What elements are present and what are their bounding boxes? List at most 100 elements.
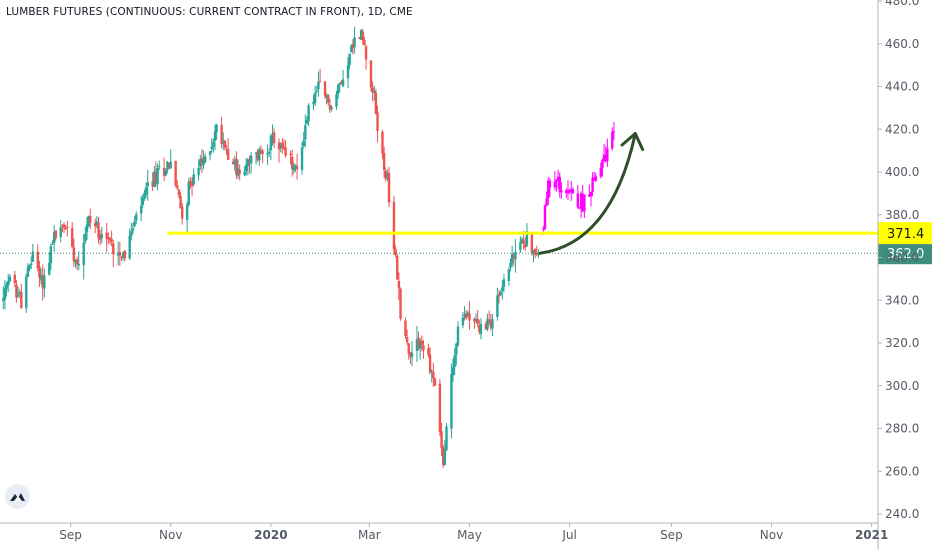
candle-body: [363, 40, 366, 45]
candle-body: [13, 274, 16, 284]
candle-body: [433, 378, 437, 386]
candle-body: [317, 81, 320, 90]
projection-body: [606, 148, 609, 162]
candle-body: [384, 171, 387, 180]
candle-body: [307, 105, 310, 122]
candle-body: [371, 87, 374, 93]
candle-body: [279, 144, 282, 149]
candle-body: [410, 352, 414, 358]
candle-body: [236, 168, 240, 176]
candle-body: [315, 90, 319, 92]
candle-body: [341, 79, 345, 87]
candle-body: [302, 140, 305, 146]
candle-body: [522, 240, 525, 244]
candle-body: [26, 267, 30, 277]
candle-body: [189, 181, 192, 185]
projection-body: [576, 193, 580, 208]
candle-body: [417, 338, 420, 348]
candle-body: [133, 221, 136, 227]
candle-body: [440, 431, 443, 449]
y-tick-label: 360.0: [885, 251, 919, 265]
candle-body: [478, 325, 481, 332]
projection-body: [589, 192, 593, 197]
candle-body: [290, 156, 294, 169]
candle-body: [38, 266, 41, 278]
candle-body: [486, 318, 489, 330]
candle-body: [108, 237, 112, 241]
candle-body: [396, 255, 399, 280]
projection-body: [547, 180, 550, 199]
y-tick-label: 300.0: [885, 379, 919, 393]
candle-body: [476, 319, 479, 324]
candle-body: [64, 228, 67, 230]
x-tick-label: Mar: [358, 528, 381, 542]
candle-body: [222, 142, 225, 144]
candle-body: [399, 288, 402, 319]
candle-body: [305, 119, 309, 124]
candle-body: [497, 294, 501, 297]
candle-body: [532, 250, 535, 255]
y-tick-label: 240.0: [885, 507, 919, 521]
candle-body: [128, 236, 131, 259]
x-tick-label: Nov: [760, 528, 783, 542]
time-axis[interactable]: Sep Nov 2020 Mar May Jul Sep Nov 2021: [0, 522, 888, 542]
candle-body: [75, 259, 79, 265]
candle-body: [89, 215, 92, 223]
candle-body: [294, 164, 297, 167]
tradingview-logo-icon[interactable]: [5, 484, 30, 509]
candle-body: [121, 252, 125, 258]
candle-body: [177, 189, 181, 196]
candle-body: [107, 237, 110, 240]
candle-body: [31, 251, 35, 262]
candle-body: [387, 172, 391, 203]
candle-body: [284, 147, 287, 156]
x-tick-label: May: [457, 528, 482, 542]
projection-body: [556, 176, 560, 180]
arrow-head: [620, 132, 645, 151]
candle-body: [87, 215, 90, 227]
candle-body: [66, 226, 69, 228]
candle-body: [489, 320, 493, 328]
candle-body: [220, 125, 223, 144]
candle-body: [208, 151, 212, 155]
candle-body: [445, 426, 448, 451]
projection-candles: [542, 121, 616, 236]
projection-body: [601, 159, 604, 168]
candle-body: [43, 275, 46, 289]
candle-body: [520, 238, 524, 244]
candle-body: [84, 233, 87, 242]
candle-body: [52, 231, 56, 244]
candle-body: [491, 318, 494, 329]
candle-body: [336, 84, 340, 94]
candle-body: [282, 146, 286, 149]
candle-body: [169, 161, 172, 169]
candle-body: [266, 152, 269, 155]
candle-body: [382, 153, 386, 170]
projection-body: [594, 176, 598, 181]
candle-body: [300, 147, 304, 171]
x-tick-label: Sep: [59, 528, 82, 542]
candle-body: [525, 230, 529, 246]
candle-body: [353, 37, 356, 48]
candle-body: [510, 253, 514, 264]
candle-body: [97, 222, 100, 238]
candle-body: [254, 152, 258, 154]
candle-body: [130, 231, 133, 237]
candle-body: [268, 151, 271, 153]
price-axis[interactable]: 240.0 260.0 280.0 300.0 320.0 340.0 360.0 380.0…: [877, 0, 919, 550]
candle-body: [158, 166, 161, 168]
projection-body: [566, 190, 570, 194]
candle-body: [373, 91, 376, 93]
candle-body: [351, 44, 355, 48]
candle-body: [135, 214, 138, 221]
candle-body: [210, 146, 213, 150]
candle-body: [15, 284, 18, 298]
candle-body: [507, 269, 511, 281]
candle-body: [386, 174, 389, 178]
projection-body: [571, 189, 575, 194]
candle-body: [187, 181, 190, 206]
candle-body: [419, 341, 422, 349]
candle-body: [29, 263, 33, 266]
candle-body: [361, 31, 364, 41]
